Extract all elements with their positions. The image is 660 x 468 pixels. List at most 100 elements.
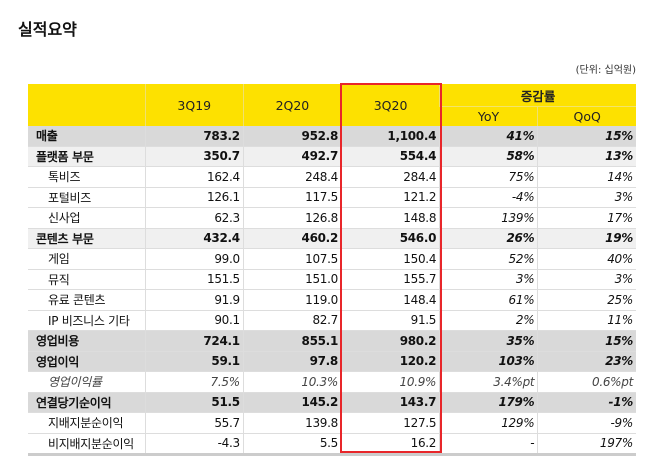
- value-3q20: 155.7: [340, 269, 440, 290]
- table-row: 콘텐츠 부문 432.4 460.2 546.0 26% 19%: [28, 228, 636, 249]
- header-change-rate: 증감률: [439, 84, 636, 107]
- value-3q19: 51.5: [144, 392, 244, 413]
- row-label: IP 비즈니스 기타: [28, 310, 146, 331]
- value-yoy: 129%: [439, 412, 538, 434]
- value-3q19: 350.7: [144, 146, 244, 167]
- table-row: 지배지분순이익 55.7 139.8 127.5 129% -9%: [28, 412, 636, 434]
- value-3q19: 151.5: [144, 269, 244, 290]
- value-3q20: 554.4: [340, 146, 440, 167]
- value-3q19: -4.3: [144, 433, 244, 456]
- value-qoq: 3%: [537, 269, 636, 290]
- value-3q19: 7.5%: [144, 371, 244, 393]
- row-label: 신사업: [28, 207, 146, 229]
- row-label: 매출: [28, 126, 146, 147]
- table-row: 게임 99.0 107.5 150.4 52% 40%: [28, 248, 636, 270]
- header-qoq: QoQ: [537, 106, 636, 126]
- value-yoy: 61%: [439, 289, 538, 311]
- value-qoq: -9%: [537, 412, 636, 434]
- row-label: 연결당기순이익: [28, 392, 146, 413]
- value-3q20: 150.4: [340, 248, 440, 270]
- value-2q20: 126.8: [242, 207, 342, 229]
- table-row: 매출 783.2 952.8 1,100.4 41% 15%: [28, 126, 636, 147]
- value-2q20: 145.2: [242, 392, 342, 413]
- value-3q20: 121.2: [340, 187, 440, 208]
- value-2q20: 492.7: [242, 146, 342, 167]
- value-3q20: 91.5: [340, 310, 440, 331]
- value-yoy: 41%: [439, 126, 538, 147]
- value-qoq: 11%: [537, 310, 636, 331]
- value-yoy: 35%: [439, 330, 538, 352]
- header-3q19: 3Q19: [144, 84, 244, 126]
- row-label: 영업이익률: [28, 371, 146, 393]
- value-3q20: 127.5: [340, 412, 440, 434]
- value-yoy: 139%: [439, 207, 538, 229]
- table-row: 유료 콘텐츠 91.9 119.0 148.4 61% 25%: [28, 289, 636, 311]
- header-blank: [28, 84, 146, 126]
- value-2q20: 5.5: [242, 433, 342, 456]
- value-yoy: 3.4%pt: [439, 371, 538, 393]
- value-3q20: 546.0: [340, 228, 440, 249]
- value-qoq: 25%: [537, 289, 636, 311]
- value-qoq: 40%: [537, 248, 636, 270]
- value-yoy: 26%: [439, 228, 538, 249]
- earnings-summary-table: 3Q19 2Q20 3Q20 증감률 YoY QoQ 매출 783.2 952.8 1…: [28, 84, 636, 456]
- value-qoq: 23%: [537, 351, 636, 372]
- value-qoq: 3%: [537, 187, 636, 208]
- value-yoy: 52%: [439, 248, 538, 270]
- row-label: 뮤직: [28, 269, 146, 290]
- table-row: 영업이익률 7.5% 10.3% 10.9% 3.4%pt 0.6%pt: [28, 371, 636, 393]
- value-3q20: 1,100.4: [340, 126, 440, 147]
- row-label: 유료 콘텐츠: [28, 289, 146, 311]
- value-qoq: 197%: [537, 433, 636, 456]
- table-row: 영업비용 724.1 855.1 980.2 35% 15%: [28, 330, 636, 352]
- value-qoq: 17%: [537, 207, 636, 229]
- table-row: 영업이익 59.1 97.8 120.2 103% 23%: [28, 351, 636, 372]
- value-yoy: 58%: [439, 146, 538, 167]
- value-3q20: 16.2: [340, 433, 440, 456]
- value-3q20: 148.4: [340, 289, 440, 311]
- row-label: 영업이익: [28, 351, 146, 372]
- value-3q19: 99.0: [144, 248, 244, 270]
- row-label: 지배지분순이익: [28, 412, 146, 434]
- value-2q20: 107.5: [242, 248, 342, 270]
- table-row: 신사업 62.3 126.8 148.8 139% 17%: [28, 207, 636, 229]
- row-label: 영업비용: [28, 330, 146, 352]
- value-2q20: 10.3%: [242, 371, 342, 393]
- value-qoq: 15%: [537, 330, 636, 352]
- value-yoy: 3%: [439, 269, 538, 290]
- row-label: 게임: [28, 248, 146, 270]
- table-row: 톡비즈 162.4 248.4 284.4 75% 14%: [28, 166, 636, 188]
- value-3q19: 126.1: [144, 187, 244, 208]
- value-qoq: 19%: [537, 228, 636, 249]
- value-2q20: 248.4: [242, 166, 342, 188]
- table-row: 뮤직 151.5 151.0 155.7 3% 3%: [28, 269, 636, 290]
- table-row: 비지배지분순이익 -4.3 5.5 16.2-197%: [28, 433, 636, 456]
- value-qoq: -1%: [537, 392, 636, 413]
- section-title: 실적요약: [18, 20, 77, 39]
- value-3q20: 143.7: [340, 392, 440, 413]
- value-2q20: 855.1: [242, 330, 342, 352]
- row-label: 콘텐츠 부문: [28, 228, 146, 249]
- value-3q19: 62.3: [144, 207, 244, 229]
- value-qoq: 15%: [537, 126, 636, 147]
- value-qoq: 0.6%pt: [537, 371, 636, 393]
- row-label: 비지배지분순이익: [28, 433, 146, 456]
- value-3q19: 59.1: [144, 351, 244, 372]
- value-qoq: 14%: [537, 166, 636, 188]
- value-yoy: 75%: [439, 166, 538, 188]
- value-yoy: 179%: [439, 392, 538, 413]
- value-qoq: 13%: [537, 146, 636, 167]
- value-yoy: -: [439, 433, 538, 456]
- value-3q20: 980.2: [340, 330, 440, 352]
- row-label: 톡비즈: [28, 166, 146, 188]
- value-2q20: 117.5: [242, 187, 342, 208]
- value-3q19: 55.7: [144, 412, 244, 434]
- value-2q20: 82.7: [242, 310, 342, 331]
- value-3q20: 10.9%: [340, 371, 440, 393]
- value-2q20: 139.8: [242, 412, 342, 434]
- value-2q20: 460.2: [242, 228, 342, 249]
- header-3q20: 3Q20: [340, 84, 440, 126]
- value-3q20: 284.4: [340, 166, 440, 188]
- table-row: 플랫폼 부문 350.7 492.7 554.4 58% 13%: [28, 146, 636, 167]
- value-3q20: 120.2: [340, 351, 440, 372]
